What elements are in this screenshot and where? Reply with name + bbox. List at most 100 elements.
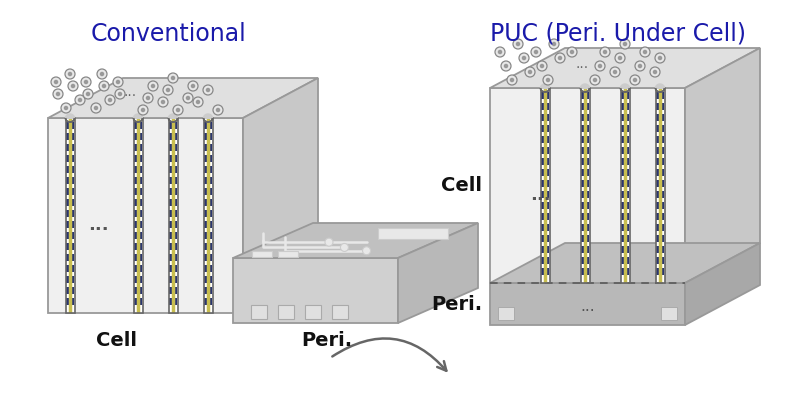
- Polygon shape: [581, 84, 590, 88]
- Bar: [546, 257, 549, 264]
- Circle shape: [176, 108, 180, 112]
- Circle shape: [504, 64, 508, 68]
- Bar: [71, 144, 74, 151]
- Bar: [621, 246, 623, 253]
- Polygon shape: [169, 114, 178, 118]
- Bar: [139, 199, 142, 206]
- Bar: [621, 125, 623, 132]
- Bar: [169, 155, 171, 162]
- Bar: [581, 224, 583, 231]
- Bar: [66, 199, 69, 206]
- Bar: [586, 235, 589, 242]
- Bar: [581, 114, 583, 121]
- Bar: [210, 265, 212, 272]
- Circle shape: [635, 61, 645, 71]
- Bar: [134, 155, 137, 162]
- Bar: [139, 188, 142, 195]
- Bar: [662, 191, 664, 198]
- Bar: [174, 298, 177, 305]
- Circle shape: [78, 98, 82, 102]
- Bar: [662, 257, 664, 264]
- Bar: [134, 243, 137, 250]
- Circle shape: [163, 85, 173, 95]
- Bar: [134, 265, 137, 272]
- Circle shape: [570, 50, 574, 54]
- Bar: [586, 246, 589, 253]
- Circle shape: [161, 100, 166, 104]
- Bar: [71, 243, 74, 250]
- Bar: [210, 254, 212, 261]
- Circle shape: [61, 103, 71, 113]
- Bar: [134, 122, 137, 129]
- Bar: [71, 254, 74, 261]
- Bar: [662, 103, 664, 110]
- Circle shape: [118, 92, 122, 96]
- Bar: [586, 125, 589, 132]
- Circle shape: [495, 47, 505, 57]
- Bar: [656, 257, 658, 264]
- Bar: [662, 235, 664, 242]
- Circle shape: [653, 70, 658, 74]
- Polygon shape: [203, 114, 213, 118]
- Bar: [626, 202, 629, 209]
- Circle shape: [102, 84, 106, 88]
- Bar: [541, 136, 543, 143]
- Bar: [71, 298, 74, 305]
- Bar: [581, 246, 583, 253]
- Circle shape: [655, 53, 665, 63]
- Circle shape: [143, 93, 153, 103]
- Bar: [546, 147, 549, 154]
- Bar: [210, 221, 212, 228]
- Bar: [169, 243, 171, 250]
- Circle shape: [522, 56, 526, 60]
- Polygon shape: [490, 283, 685, 325]
- Bar: [66, 118, 74, 313]
- Text: Cell: Cell: [441, 176, 482, 195]
- Bar: [586, 147, 589, 154]
- Text: PUC (Peri. Under Cell): PUC (Peri. Under Cell): [490, 22, 746, 46]
- Bar: [661, 307, 677, 320]
- Bar: [621, 257, 623, 264]
- Bar: [210, 232, 212, 239]
- Polygon shape: [233, 258, 398, 323]
- Bar: [626, 103, 629, 110]
- Bar: [546, 114, 549, 121]
- Bar: [586, 191, 589, 198]
- Bar: [169, 298, 171, 305]
- Bar: [66, 276, 69, 283]
- Bar: [581, 268, 583, 275]
- Bar: [546, 92, 549, 99]
- Bar: [656, 136, 658, 143]
- Circle shape: [53, 89, 63, 99]
- Bar: [210, 188, 212, 195]
- Bar: [662, 114, 664, 121]
- Bar: [581, 257, 583, 264]
- Bar: [169, 199, 171, 206]
- Circle shape: [193, 97, 203, 107]
- Bar: [656, 92, 658, 99]
- Circle shape: [83, 89, 93, 99]
- Circle shape: [81, 77, 91, 87]
- Bar: [656, 213, 658, 220]
- Bar: [204, 221, 206, 228]
- Bar: [204, 177, 206, 184]
- Bar: [71, 155, 74, 162]
- Bar: [621, 224, 623, 231]
- Circle shape: [170, 76, 175, 80]
- Circle shape: [622, 42, 627, 46]
- Bar: [174, 133, 177, 140]
- Bar: [581, 125, 583, 132]
- Circle shape: [75, 95, 85, 105]
- Bar: [66, 254, 69, 261]
- Bar: [541, 257, 543, 264]
- Bar: [66, 232, 69, 239]
- Bar: [71, 265, 74, 272]
- Bar: [71, 122, 74, 129]
- Bar: [541, 125, 543, 132]
- Polygon shape: [233, 223, 478, 258]
- Circle shape: [650, 67, 660, 77]
- Polygon shape: [541, 84, 550, 88]
- Circle shape: [166, 88, 170, 92]
- Bar: [169, 276, 171, 283]
- Bar: [210, 144, 212, 151]
